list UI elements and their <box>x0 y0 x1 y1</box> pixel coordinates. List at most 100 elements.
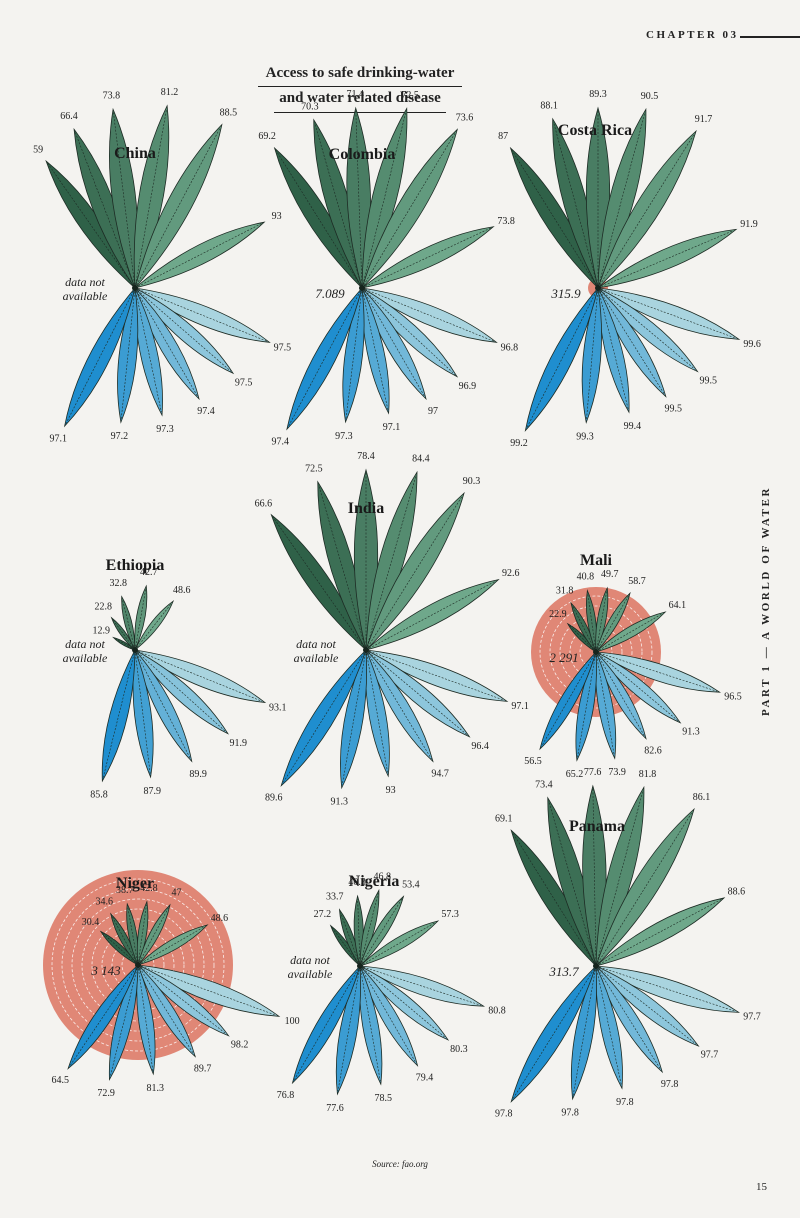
top-value-label: 66.4 <box>60 111 78 122</box>
center-value-label: available <box>288 967 333 981</box>
country-title: Ethiopia <box>106 557 165 574</box>
top-value-label: 47 <box>171 888 181 899</box>
top-value-label: 12.9 <box>92 626 110 637</box>
country-title: Niger <box>116 875 154 892</box>
bottom-value-label: 100 <box>285 1016 300 1027</box>
bottom-value-label: 99.6 <box>743 339 761 350</box>
page-title-line-2: and water related disease <box>279 90 441 106</box>
country-title: China <box>114 145 156 162</box>
chart-hub <box>593 649 599 655</box>
chart-hub <box>357 963 363 969</box>
chart-hub <box>595 285 601 291</box>
top-value-label: 91.7 <box>695 114 713 125</box>
bottom-value-label: 82.6 <box>644 746 662 757</box>
page-title-line-1: Access to safe drinking-water <box>265 65 455 81</box>
country-title: Nigeria <box>349 873 400 890</box>
top-value-label: 90.3 <box>463 476 481 487</box>
bottom-value-label: 97.7 <box>743 1012 761 1023</box>
top-value-label: 84.4 <box>412 454 430 465</box>
top-value-label: 93 <box>272 211 282 222</box>
source-note: Source: fao.org <box>372 1159 428 1169</box>
bottom-value-label: 97.1 <box>383 422 401 433</box>
bottom-value-label: 98.2 <box>231 1039 249 1050</box>
bottom-value-label: 99.4 <box>624 421 642 432</box>
top-value-label: 33.7 <box>326 891 344 902</box>
top-value-label: 34.6 <box>95 896 113 907</box>
bottom-value-label: 72.9 <box>97 1088 115 1099</box>
top-value-label: 88.1 <box>540 100 558 111</box>
top-value-label: 73.8 <box>497 216 515 227</box>
top-value-label: 88.6 <box>728 886 746 897</box>
bottom-value-label: 97.8 <box>661 1079 679 1090</box>
bottom-value-label: 56.5 <box>524 756 542 767</box>
bottom-value-label: 87.9 <box>144 786 162 797</box>
top-value-label: 81.2 <box>161 87 179 98</box>
disease-circle-ring <box>61 888 215 1042</box>
bottom-value-label: 97.4 <box>272 437 290 448</box>
country-title: India <box>348 500 384 517</box>
top-value-label: 91.9 <box>740 219 758 230</box>
chapter-label: CHAPTER 03 <box>646 29 739 41</box>
top-value-label: 72.5 <box>305 463 323 474</box>
top-value-label: 72.5 <box>401 90 419 101</box>
top-value-label: 46.8 <box>374 872 392 883</box>
country-title: Colombia <box>329 146 396 163</box>
country-title: Costa Rica <box>558 122 632 139</box>
bottom-value-label: 94.7 <box>431 768 449 779</box>
center-value-label: 2 291 <box>549 650 578 665</box>
top-value-label: 64.1 <box>669 600 687 611</box>
top-value-label: 86.1 <box>693 792 711 803</box>
chart-hub <box>363 647 369 653</box>
bottom-value-label: 77.6 <box>326 1103 344 1114</box>
top-value-label: 42.8 <box>140 883 158 894</box>
bottom-value-label: 65.2 <box>566 769 584 780</box>
bottom-value-label: 97.5 <box>274 343 292 354</box>
top-value-label: 31.8 <box>556 586 574 597</box>
top-value-label: 30.4 <box>82 917 100 928</box>
bottom-value-label: 89.9 <box>189 769 207 780</box>
bottom-value-label: 99.5 <box>700 376 718 387</box>
center-value-label: 3 143 <box>90 963 121 978</box>
top-value-label: 49.7 <box>601 569 619 580</box>
bottom-value-label: 93.1 <box>269 703 287 714</box>
bottom-value-label: 97.8 <box>561 1108 579 1119</box>
disease-circle-ring <box>71 898 205 1032</box>
top-value-label: 48.6 <box>211 913 229 924</box>
top-value-label: 40.3 <box>348 877 366 888</box>
bottom-value-label: 78.5 <box>375 1093 393 1104</box>
bottom-value-label: 97.1 <box>511 701 529 712</box>
center-value-label: available <box>63 651 108 665</box>
page-number: 15 <box>756 1181 767 1193</box>
top-value-label: 81.8 <box>639 769 657 780</box>
bottom-value-label: 89.6 <box>265 793 283 804</box>
top-value-label: 42.7 <box>140 567 158 578</box>
top-value-label: 57.3 <box>441 909 459 920</box>
top-value-label: 32.8 <box>110 578 128 589</box>
chart-hub <box>359 285 365 291</box>
chart-hub <box>593 963 599 969</box>
top-value-label: 77.6 <box>584 767 602 778</box>
center-value-label: data not <box>65 275 105 289</box>
bottom-value-label: 91.9 <box>230 738 248 749</box>
top-value-label: 73.6 <box>456 112 474 123</box>
bottom-value-label: 97.3 <box>156 424 174 435</box>
top-value-label: 73.8 <box>103 90 121 101</box>
bottom-value-label: 99.5 <box>664 403 682 414</box>
top-value-label: 89.3 <box>589 89 607 100</box>
center-value-label: 7.089 <box>315 286 345 301</box>
bottom-value-label: 96.8 <box>501 343 519 354</box>
bottom-value-label: 91.3 <box>682 727 700 738</box>
chart-hub <box>132 285 138 291</box>
disease-circle-ring <box>579 635 613 669</box>
disease-circle-ring <box>51 878 225 1052</box>
top-value-label: 92.6 <box>502 568 520 579</box>
top-value-label: 69.1 <box>495 813 513 824</box>
top-value-label: 22.9 <box>549 609 567 620</box>
top-value-label: 90.5 <box>641 91 659 102</box>
bottom-value-label: 96.5 <box>724 691 742 702</box>
top-value-label: 78.4 <box>357 451 375 462</box>
chart-hub <box>132 647 138 653</box>
bottom-value-label: 81.3 <box>147 1083 165 1094</box>
country-title: Mali <box>580 552 613 569</box>
